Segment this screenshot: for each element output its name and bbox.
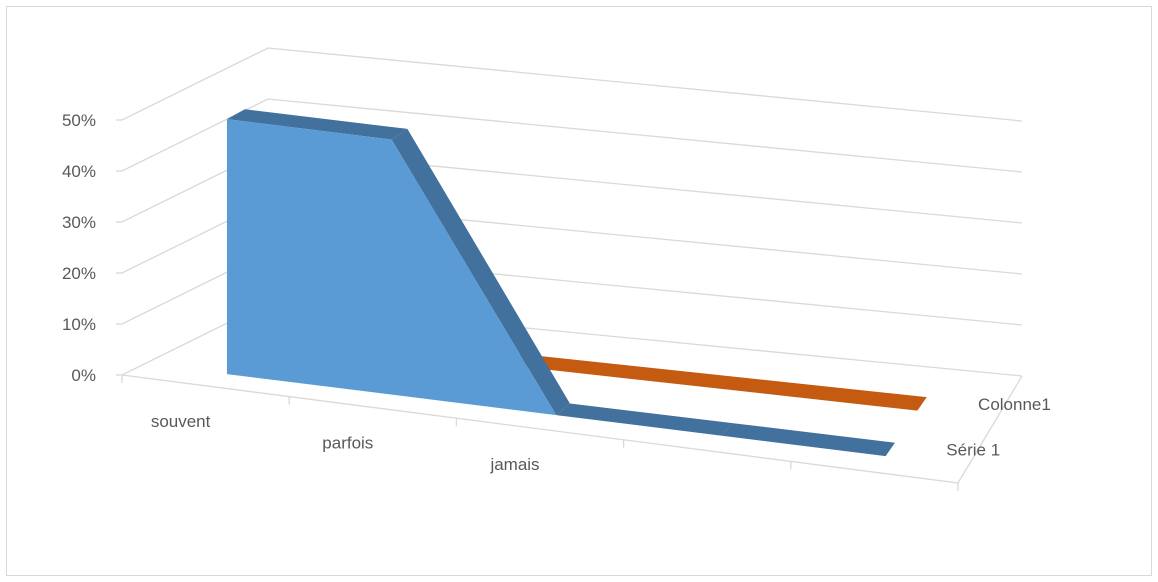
x-tick-label: parfois [322, 433, 373, 452]
series-top-band [391, 128, 570, 416]
series-top-band [556, 403, 733, 436]
series-label: Colonne1 [978, 395, 1051, 414]
chart-frame [6, 6, 1152, 576]
y-tick-label: 50% [62, 111, 96, 130]
y-tick-label: 30% [62, 213, 96, 232]
gridlines [121, 47, 1023, 377]
series-top-band [226, 109, 408, 140]
x-axis-line [121, 374, 959, 484]
y-tick-label: 40% [62, 162, 96, 181]
series-front-face [226, 119, 886, 457]
series-label: Série 1 [946, 440, 1000, 459]
axes [116, 119, 1023, 491]
gridline [121, 47, 1023, 122]
gridline [121, 98, 1023, 173]
depth-axis-line [957, 375, 1023, 484]
x-tick-label: jamais [489, 455, 539, 474]
labels: 0% 10% 20% 30% 40% 50% souvent parfois jamais Sér… [62, 111, 1051, 474]
y-tick-label: 10% [62, 315, 96, 334]
series-top-band [720, 423, 895, 457]
y-tick-label: 20% [62, 264, 96, 283]
y-tick-label: 0% [71, 366, 96, 385]
x-tick-label: souvent [151, 412, 211, 431]
series-front [226, 109, 895, 457]
